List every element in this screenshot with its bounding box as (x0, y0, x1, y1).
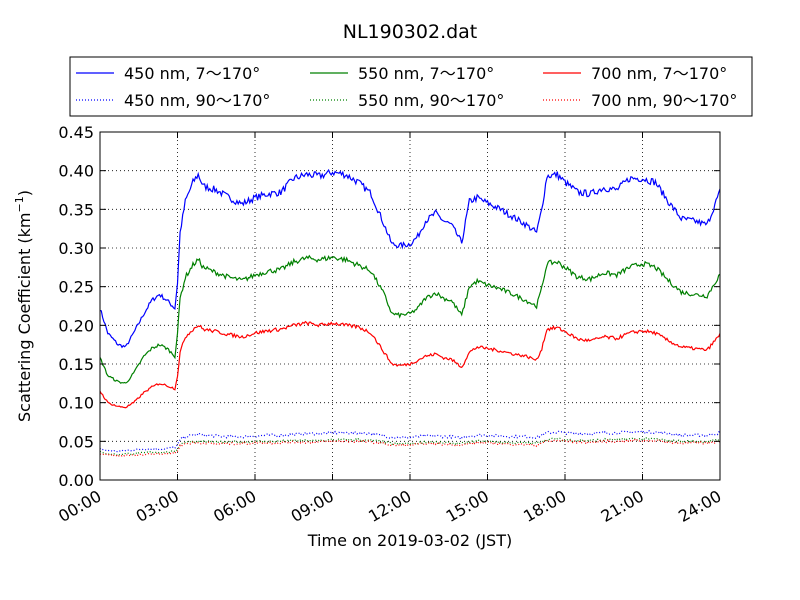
x-tick-label: 00:00 (55, 486, 104, 526)
chart-title: NL190302.dat (343, 21, 478, 43)
legend-frame (69, 56, 753, 117)
y-tick-label: 0.10 (58, 394, 94, 413)
x-tick-label: 03:00 (133, 486, 182, 526)
y-tick-label: 0.20 (58, 316, 94, 335)
legend-label: 700 nm, 90～170° (591, 91, 737, 110)
tick-labels: 0.00 0.05 0.10 0.15 0.20 0.25 0.30 0.35 0.40 0.45… (55, 123, 724, 526)
series-line-5 (99, 320, 721, 409)
grid (100, 132, 720, 480)
y-axis-label-superscript: −1 (13, 196, 26, 212)
y-tick-label: 0.00 (58, 471, 94, 490)
series-line-4 (99, 437, 721, 456)
legend: 450 nm, 7～170° 450 nm, 90～170° 550 nm, 7～1… (69, 56, 753, 117)
y-tick-label: 0.40 (58, 162, 94, 181)
legend-label: 450 nm, 90～170° (124, 91, 270, 110)
series-layer (99, 168, 721, 458)
x-tick-label: 12:00 (365, 486, 414, 526)
legend-label: 450 nm, 7～170° (124, 64, 260, 83)
ticks (99, 131, 721, 481)
x-tick-label: 09:00 (288, 486, 337, 526)
series-line-2 (99, 429, 721, 453)
series-line-6 (99, 438, 721, 458)
y-axis-label-main: Scattering Coefficient (km (15, 212, 34, 422)
legend-label: 700 nm, 7～170° (591, 64, 727, 83)
plot-frame (99, 131, 721, 481)
y-tick-label: 0.05 (58, 432, 94, 451)
y-axis-label-close: ) (15, 190, 34, 196)
x-tick-label: 24:00 (675, 486, 724, 526)
x-axis-label: Time on 2019-03-02 (JST) (307, 531, 512, 550)
legend-label: 550 nm, 7～170° (358, 64, 494, 83)
series-line-3 (99, 254, 721, 384)
x-tick-label: 15:00 (443, 486, 492, 526)
x-tick-label: 18:00 (520, 486, 569, 526)
x-tick-label: 06:00 (210, 486, 259, 526)
y-tick-label: 0.15 (58, 355, 94, 374)
series-line-1 (99, 168, 721, 349)
y-tick-label: 0.30 (58, 239, 94, 258)
x-tick-label: 21:00 (598, 486, 647, 526)
y-tick-label: 0.45 (58, 123, 94, 142)
legend-label: 550 nm, 90～170° (358, 91, 504, 110)
y-axis-label: Scattering Coefficient (km−1) (13, 190, 34, 422)
y-tick-label: 0.25 (58, 278, 94, 297)
y-tick-label: 0.35 (58, 200, 94, 219)
